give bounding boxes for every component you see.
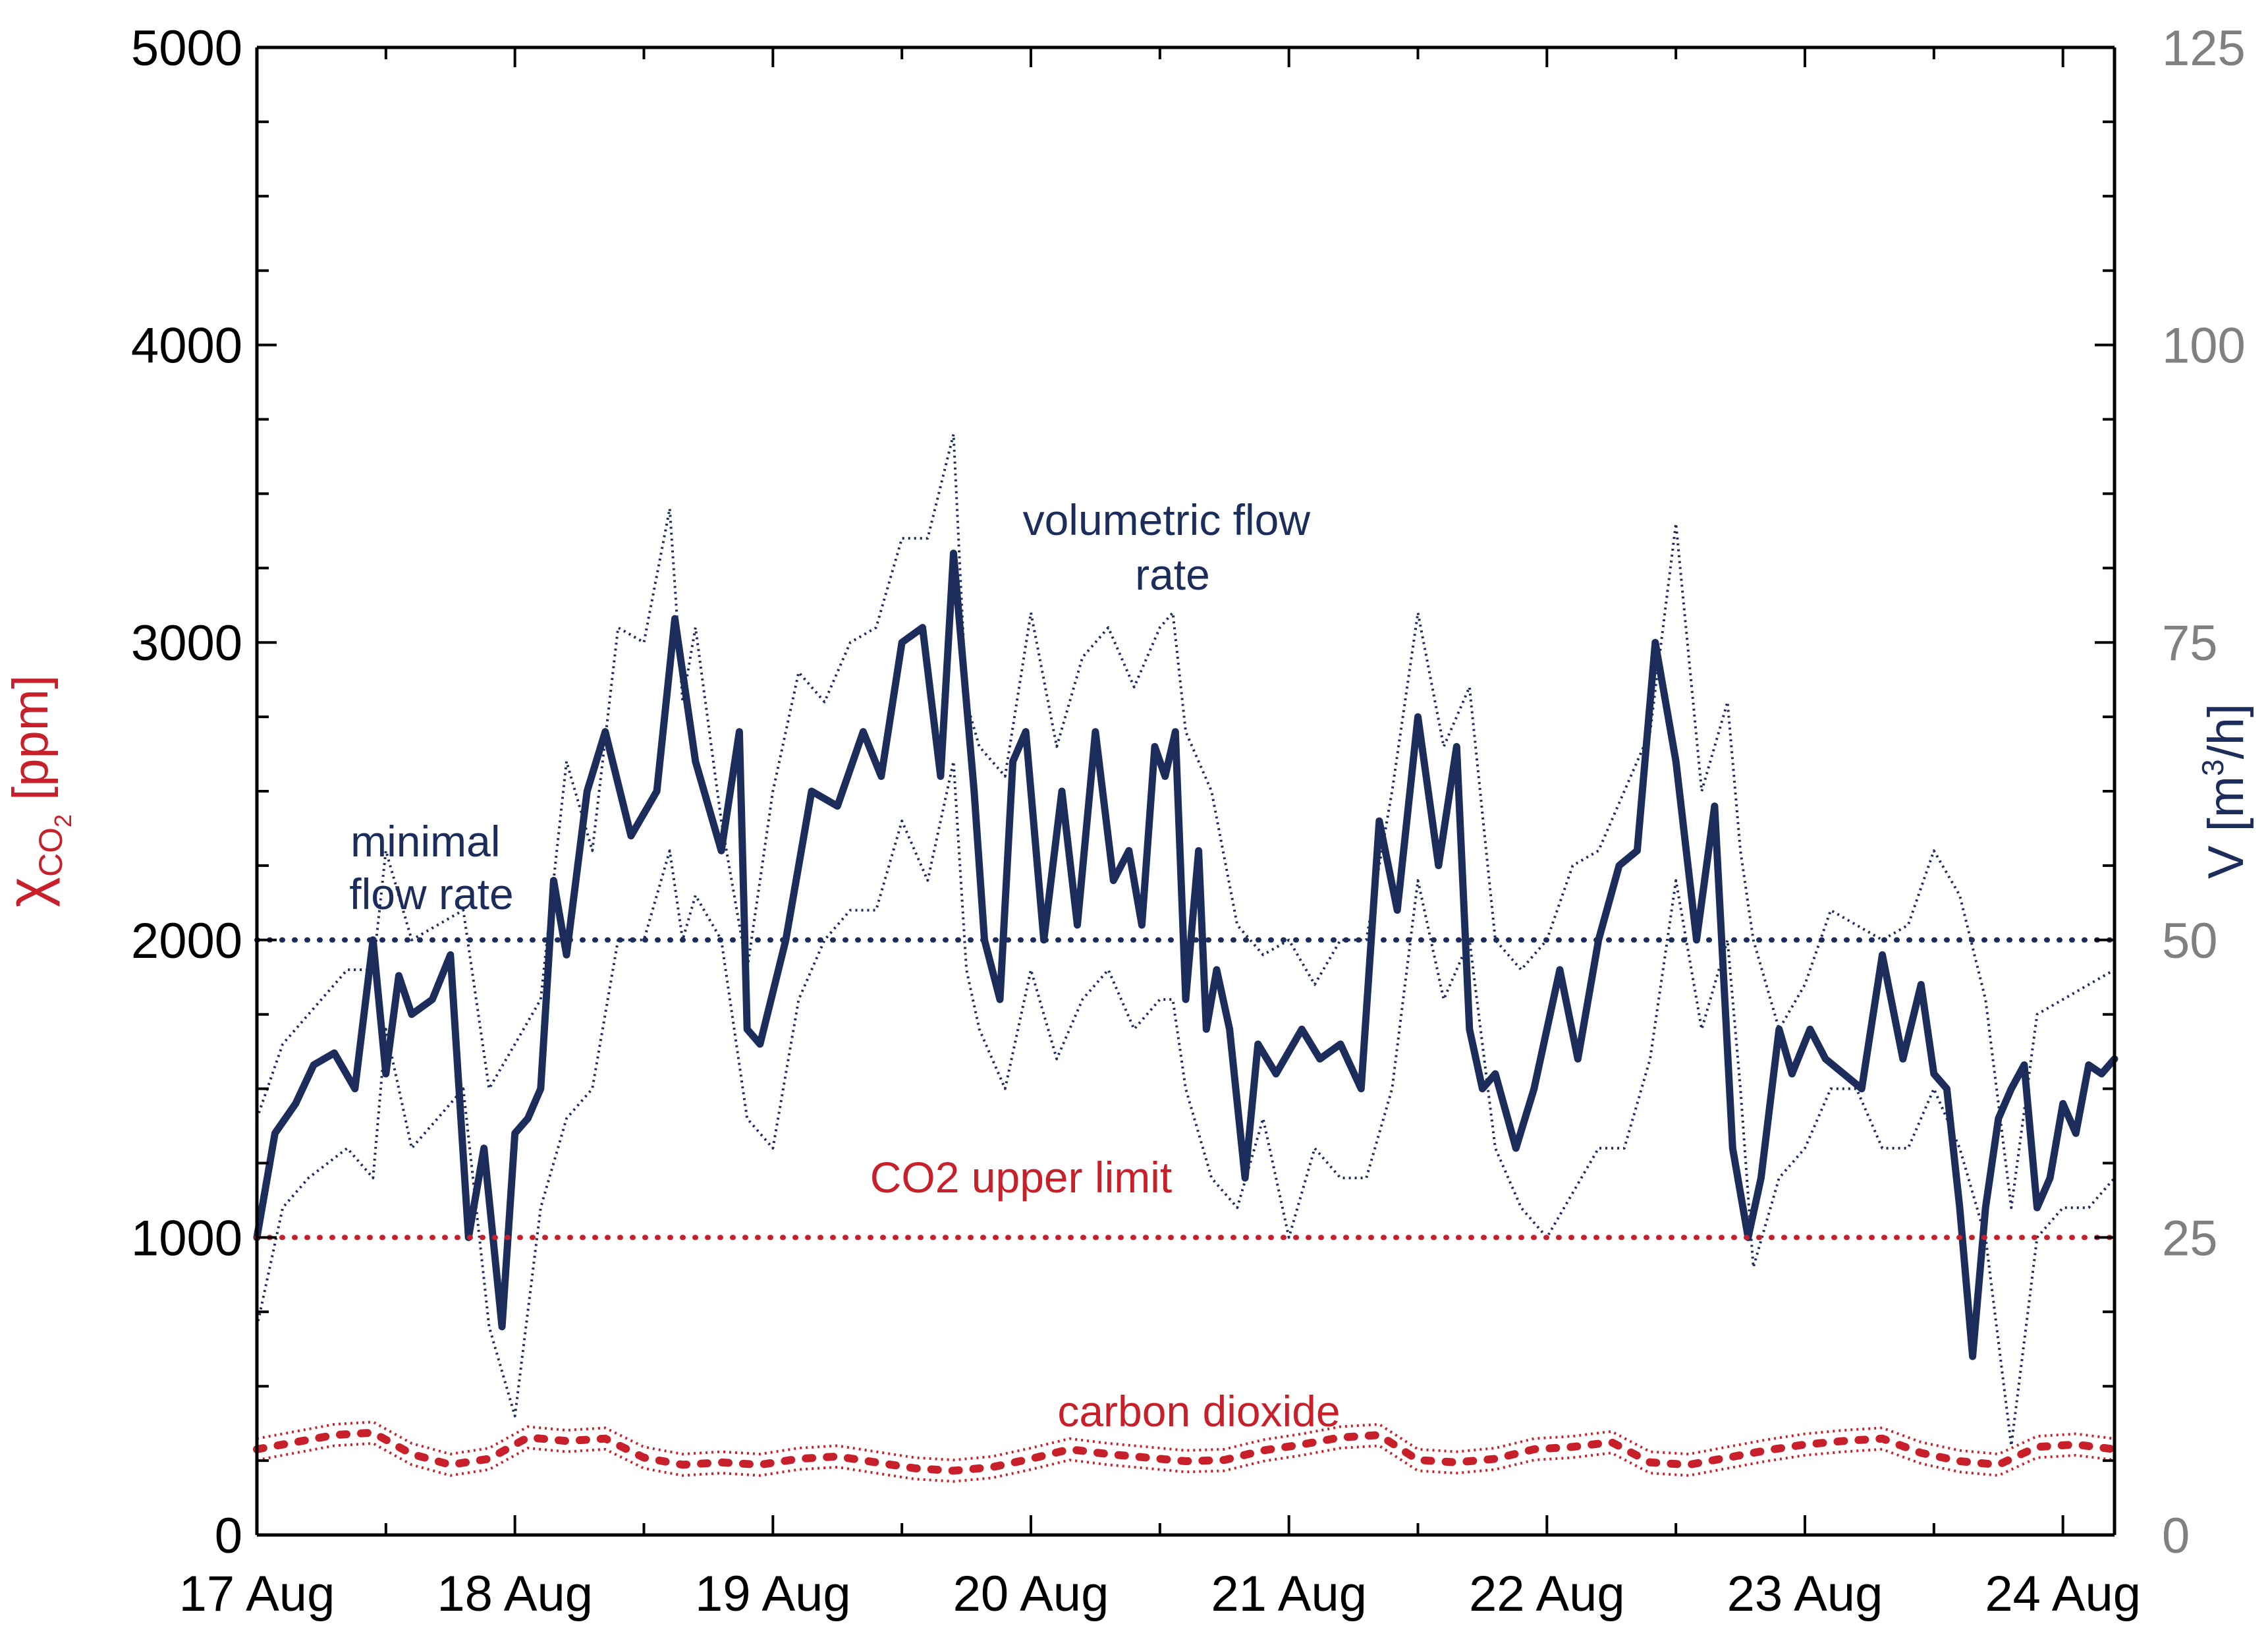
- y-tick-label: 5000: [131, 20, 242, 76]
- y-axis-title-symbol: χ: [0, 877, 60, 907]
- flow-rate-line: [253, 549, 2118, 1360]
- ticks: [256, 46, 2115, 1536]
- y2-tick-label: 50: [2162, 913, 2218, 969]
- x-tick-label: 23 Aug: [1727, 1566, 1883, 1622]
- x-tick-label: 17 Aug: [179, 1566, 335, 1622]
- annotation-minimal-line2: flow rate: [349, 870, 513, 918]
- x-tick-label: 18 Aug: [437, 1566, 593, 1622]
- annotation-carbon-dioxide: carbon dioxide: [1057, 1387, 1340, 1436]
- y2-tick-label: 125: [2162, 20, 2246, 76]
- y-tick-label: 0: [215, 1508, 242, 1564]
- y2-axis-title: V [m3/h]: [2196, 704, 2254, 879]
- annotation-volumetric-line1: volumetric flow: [1023, 495, 1311, 544]
- y-tick-label: 2000: [131, 913, 242, 969]
- x-tick-label: 21 Aug: [1211, 1566, 1367, 1622]
- annotation-volumetric-line2: rate: [1135, 550, 1210, 599]
- y2-tick-label: 100: [2162, 318, 2246, 374]
- y-axis-title-subsub: 2: [49, 814, 76, 827]
- tick-labels: 17 Aug 18 Aug 19 Aug 20 Aug 21 Aug 22 Aug 23 A…: [131, 20, 2246, 1622]
- y-axis-title-sub: CO: [32, 827, 69, 877]
- co2-upper-band-line: [256, 1420, 2115, 1462]
- y2-axis-title-tail: /h]: [2198, 704, 2254, 760]
- x-tick-label: 20 Aug: [953, 1566, 1109, 1622]
- y-axis-title-unit: [ppm]: [3, 675, 59, 800]
- co2-line: [253, 1428, 2118, 1475]
- annotation-minimal-flow: minimal flow rate: [349, 817, 513, 918]
- y2-axis-title-text: V [m: [2198, 776, 2254, 879]
- x-tick-label: 22 Aug: [1469, 1566, 1625, 1622]
- y-tick-label: 4000: [131, 318, 242, 374]
- y-axis-title: χCO2 [ppm]: [0, 675, 76, 907]
- y-tick-label: 3000: [131, 615, 242, 671]
- series-layer: [253, 433, 2118, 1483]
- y2-tick-label: 25: [2162, 1210, 2218, 1266]
- annotation-co2-limit: CO2 upper limit: [870, 1153, 1173, 1202]
- y2-tick-label: 75: [2162, 615, 2218, 671]
- reference-lines: [254, 937, 2117, 1241]
- co2-lower-band-line: [256, 1441, 2115, 1483]
- y2-tick-label: 0: [2162, 1508, 2190, 1564]
- annotation-minimal-line1: minimal: [350, 817, 500, 866]
- annotation-volumetric-flow: volumetric flow rate: [1023, 495, 1323, 599]
- x-tick-label: 24 Aug: [1985, 1566, 2141, 1622]
- y-axis-title-space: [3, 800, 59, 814]
- y2-axis-title-sup: 3: [2196, 759, 2230, 776]
- y-tick-label: 1000: [131, 1210, 242, 1266]
- x-tick-label: 19 Aug: [695, 1566, 851, 1622]
